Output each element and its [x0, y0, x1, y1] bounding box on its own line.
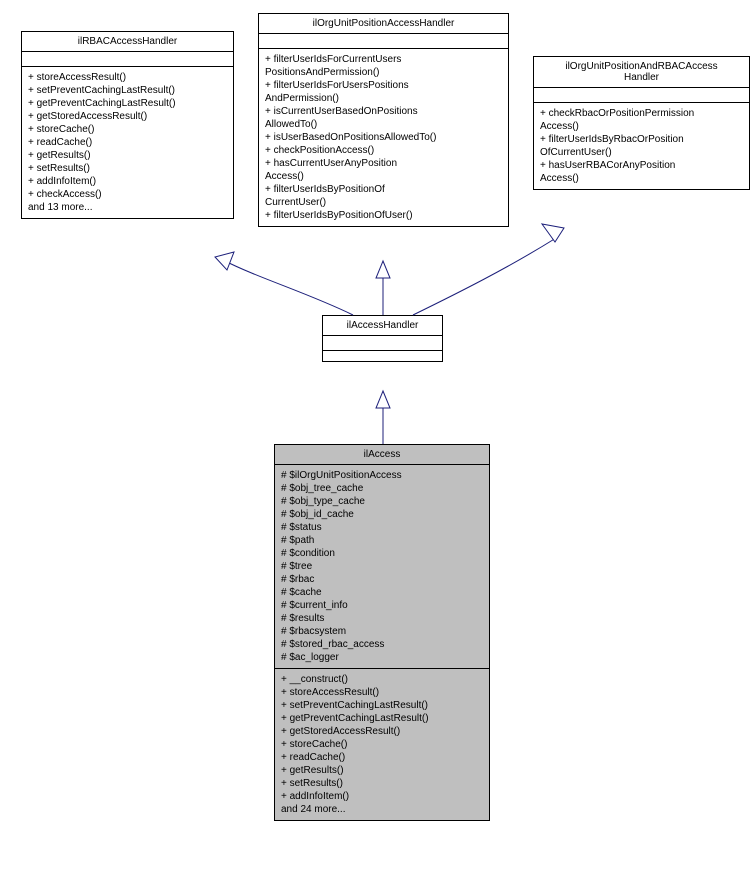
- class-accesshandler-attrs: [323, 336, 442, 351]
- edge-accesshandler-rbac: [223, 260, 353, 315]
- class-access: ilAccess # $ilOrgUnitPositionAccess# $ob…: [274, 444, 490, 821]
- class-accesshandler: ilAccessHandler: [322, 315, 443, 362]
- class-orgunit-attrs: [259, 34, 508, 49]
- class-orgunit: ilOrgUnitPositionAccessHandler + filterU…: [258, 13, 509, 227]
- class-rbac-attrs: [22, 52, 233, 67]
- class-orgunitrbac: ilOrgUnitPositionAndRBACAccessHandler + …: [533, 56, 750, 190]
- class-rbac-ops: + storeAccessResult()+ setPreventCaching…: [22, 67, 233, 218]
- class-orgunit-title: ilOrgUnitPositionAccessHandler: [259, 14, 508, 34]
- class-access-title: ilAccess: [275, 445, 489, 465]
- class-orgunitrbac-ops: + checkRbacOrPositionPermissionAccess()+…: [534, 103, 749, 189]
- class-rbac-title: ilRBACAccessHandler: [22, 32, 233, 52]
- arrow-accesshandler-rbac: [215, 252, 234, 270]
- class-orgunitrbac-title: ilOrgUnitPositionAndRBACAccessHandler: [534, 57, 749, 88]
- uml-class-diagram: ilRBACAccessHandler + storeAccessResult(…: [8, 8, 752, 875]
- class-orgunitrbac-attrs: [534, 88, 749, 103]
- arrow-access-accesshandler: [376, 391, 390, 408]
- class-access-ops: + __construct()+ storeAccessResult()+ se…: [275, 669, 489, 820]
- class-accesshandler-title: ilAccessHandler: [323, 316, 442, 336]
- arrow-accesshandler-orgunitrbac: [542, 224, 564, 242]
- class-access-attrs: # $ilOrgUnitPositionAccess# $obj_tree_ca…: [275, 465, 489, 669]
- arrow-accesshandler-orgunit: [376, 261, 390, 278]
- class-orgunit-ops: + filterUserIdsForCurrentUsersPositionsA…: [259, 49, 508, 226]
- edge-accesshandler-orgunitrbac: [413, 238, 556, 315]
- class-accesshandler-ops: [323, 351, 442, 361]
- class-rbac: ilRBACAccessHandler + storeAccessResult(…: [21, 31, 234, 219]
